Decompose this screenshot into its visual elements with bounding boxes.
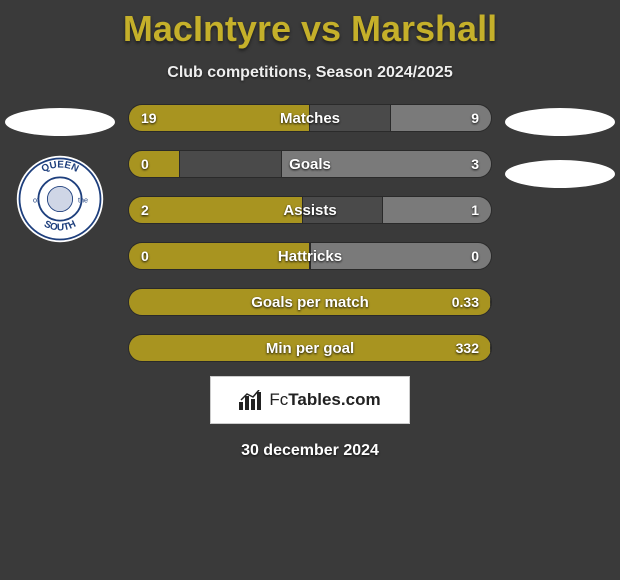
right-team-column bbox=[500, 104, 620, 188]
stat-row: 0.33Goals per match bbox=[128, 288, 492, 316]
stat-value-left: 19 bbox=[141, 105, 157, 131]
comparison-body: QUEEN SOUTH of the 199Matches03Goals21As… bbox=[0, 104, 620, 362]
page-title: MacIntyre vs Marshall bbox=[123, 8, 497, 50]
left-team-badge: QUEEN SOUTH of the bbox=[15, 154, 105, 244]
date-label: 30 december 2024 bbox=[241, 442, 379, 460]
right-team-badge-placeholder bbox=[505, 160, 615, 188]
stat-value-right: 3 bbox=[471, 151, 479, 177]
bar-fill-left bbox=[129, 335, 491, 361]
stat-row: 199Matches bbox=[128, 104, 492, 132]
stat-value-right: 9 bbox=[471, 105, 479, 131]
bar-fill-left bbox=[129, 197, 303, 223]
stat-row: 00Hattricks bbox=[128, 242, 492, 270]
attribution-text: FcTables.com bbox=[269, 390, 380, 410]
left-player-name-placeholder bbox=[5, 108, 115, 136]
subtitle: Club competitions, Season 2024/2025 bbox=[167, 64, 452, 82]
stat-value-right: 1 bbox=[471, 197, 479, 223]
source-attribution[interactable]: FcTables.com bbox=[210, 376, 410, 424]
bar-fill-left bbox=[129, 289, 491, 315]
comparison-card: MacIntyre vs Marshall Club competitions,… bbox=[0, 0, 620, 460]
stat-bars: 199Matches03Goals21Assists00Hattricks0.3… bbox=[120, 104, 500, 362]
right-player-name-placeholder bbox=[505, 108, 615, 136]
left-team-column: QUEEN SOUTH of the bbox=[0, 104, 120, 244]
svg-text:the: the bbox=[78, 196, 88, 205]
stat-row: 21Assists bbox=[128, 196, 492, 224]
bar-fill-left bbox=[129, 243, 310, 269]
stat-value-right: 332 bbox=[456, 335, 479, 361]
bar-fill-right bbox=[281, 151, 491, 177]
stat-value-left: 2 bbox=[141, 197, 149, 223]
bar-fill-right bbox=[310, 243, 491, 269]
stat-value-right: 0.33 bbox=[452, 289, 479, 315]
bar-fill-left bbox=[129, 151, 180, 177]
chart-icon bbox=[239, 390, 263, 410]
stat-value-left: 0 bbox=[141, 151, 149, 177]
stat-value-right: 0 bbox=[471, 243, 479, 269]
stat-value-left: 0 bbox=[141, 243, 149, 269]
stat-row: 03Goals bbox=[128, 150, 492, 178]
svg-text:of: of bbox=[33, 196, 39, 205]
stat-row: 332Min per goal bbox=[128, 334, 492, 362]
